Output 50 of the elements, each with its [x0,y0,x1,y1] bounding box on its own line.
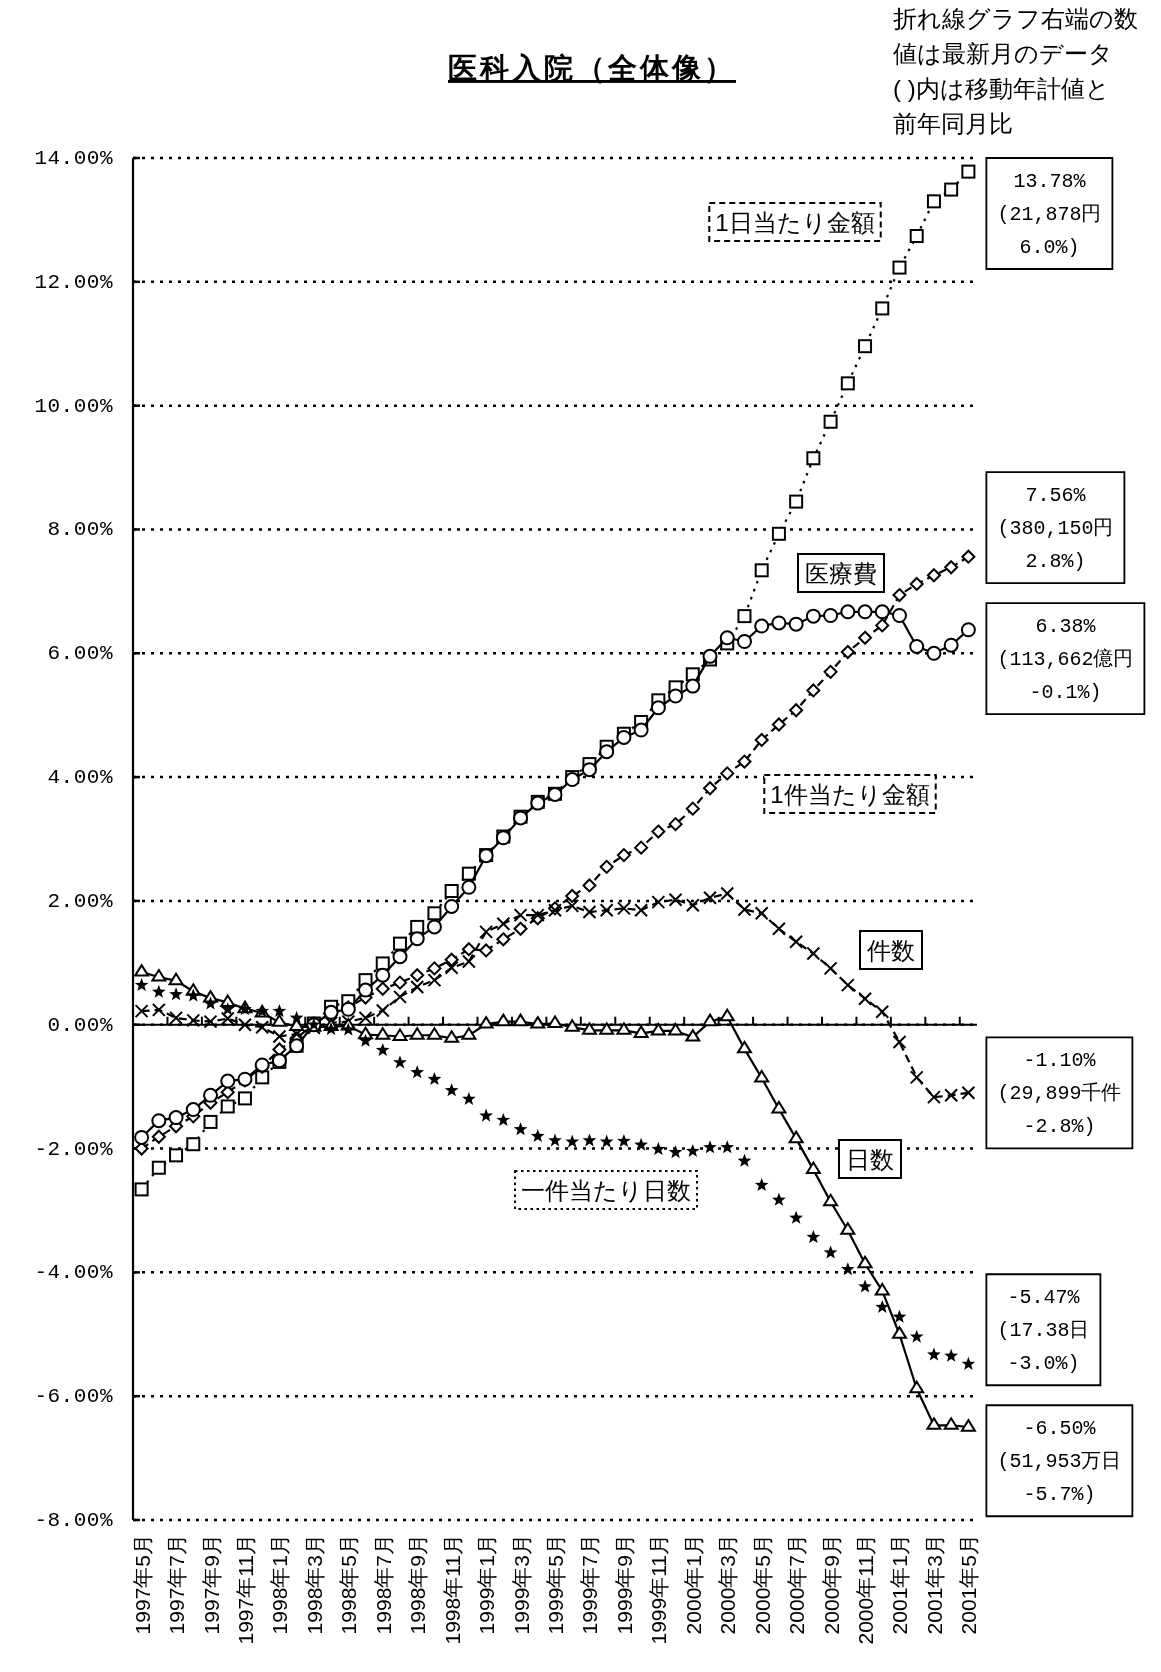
x-tick-label: 2000年1月 [681,1534,705,1635]
x-tick-label: 1999年7月 [577,1534,601,1635]
annotation: -5.47% (17.38日 -3.0%) [997,1285,1090,1375]
y-tick-label: 6.00% [47,641,113,665]
x-tick-label: 2000年9月 [819,1534,843,1635]
x-tick-label: 2000年7月 [784,1534,808,1635]
series-label: 一件当たり日数 [521,1176,691,1204]
series-label: 1日当たり金額 [715,208,875,236]
x-tick-label: 1998年9月 [405,1534,429,1635]
annotation: 6.38% (113,662億円 -0.1%) [997,614,1134,704]
text: 折れ線グラフ右端の数値は最新月のデータ( )内は移動年計値と前年同月比 [893,5,1138,137]
x-tick-label: 1997年5月 [130,1534,154,1635]
y-tick-label: 14.00% [34,146,113,170]
x-tick-label: 2001年1月 [887,1534,911,1635]
x-tick-label: 2000年5月 [750,1534,774,1635]
y-tick-label: 12.00% [34,270,113,294]
x-tick-label: 1997年9月 [199,1534,223,1635]
x-tick-label: 1998年11月 [440,1534,464,1645]
x-tick-label: 2001年3月 [922,1534,946,1635]
y-tick-label: 8.00% [47,517,113,541]
x-tick-label: 1998年5月 [336,1534,360,1635]
y-tick-label: -2.00% [34,1137,113,1161]
annotation: 7.56% (380,150円 2.8%) [997,483,1114,573]
x-tick-label: 1999年1月 [474,1534,498,1635]
series-label: 1件当たり金額 [770,780,930,808]
y-tick-label: -6.00% [34,1384,113,1408]
x-tick-label: 2000年3月 [715,1534,739,1635]
y-tick-label: 2.00% [47,889,113,913]
y-tick-label: -8.00% [34,1508,113,1532]
x-tick-label: 1998年7月 [371,1534,395,1635]
x-tick-label: 1999年11月 [646,1534,670,1645]
series-label: 日数 [846,1145,894,1173]
series-label: 医療費 [805,559,877,587]
y-tick-label: 10.00% [34,394,113,418]
x-tick-label: 1999年5月 [543,1534,567,1635]
annotation: -6.50% (51,953万日 -5.7%) [997,1416,1122,1506]
x-tick-label: 2001年5月 [956,1534,980,1635]
y-tick-label: 4.00% [47,765,113,789]
x-tick-label: 1999年3月 [509,1534,533,1635]
y-tick-label: 0.00% [47,1013,113,1037]
x-tick-label: 1998年1月 [267,1534,291,1635]
x-tick-label: 1997年7月 [164,1534,188,1635]
x-tick-label: 1998年3月 [302,1534,326,1635]
x-tick-label: 1999年9月 [612,1534,636,1635]
x-tick-label: 1997年11月 [233,1534,257,1645]
x-tick-label: 2000年11月 [853,1534,877,1645]
y-tick-label: -4.00% [34,1260,113,1284]
annotation: -1.10% (29,899千件 -2.8%) [997,1048,1122,1138]
annotation: 13.78% (21,878円 6.0%) [997,169,1102,258]
series-label: 件数 [867,936,915,964]
